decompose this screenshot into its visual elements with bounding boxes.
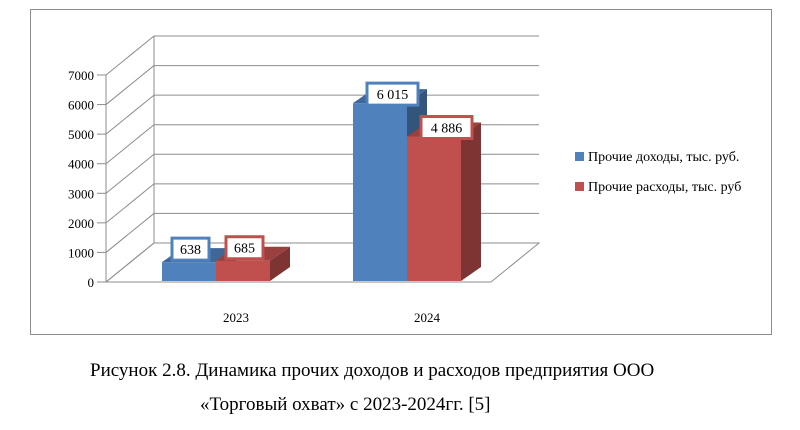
bar-side	[270, 246, 290, 281]
figure-caption-line-1: Рисунок 2.8. Динамика прочих доходов и р…	[90, 360, 655, 381]
side-wall-gridline	[105, 35, 155, 76]
side-wall-gridline	[105, 153, 155, 194]
bar-chart: 0 1000 2000 3000 4000 5000 6000 7000 2023 638 685 2…	[68, 35, 741, 325]
bar	[162, 262, 216, 281]
legend-label: Прочие расходы, тыс. руб	[588, 180, 741, 195]
chart-frame: 0 1000 2000 3000 4000 5000 6000 7000 2023 638 685 2…	[30, 9, 772, 335]
data-label: 638	[180, 243, 201, 258]
data-label-box	[170, 236, 211, 262]
figure-caption-line-2: «Торговый охват» с 2023-2024гг. [5]	[200, 394, 491, 415]
data-label-box	[224, 235, 265, 261]
data-label: 6 015	[377, 88, 409, 103]
side-wall-gridline	[105, 183, 155, 224]
legend-label: Прочие доходы, тыс. руб.	[588, 150, 739, 165]
y-tick-label: 5000	[68, 127, 94, 142]
y-tick-label: 0	[88, 275, 95, 290]
y-tick-label: 1000	[68, 245, 94, 260]
legend-swatch	[575, 182, 584, 191]
bar-side	[461, 122, 481, 281]
data-label: 685	[234, 242, 255, 257]
y-tick-label: 4000	[68, 157, 94, 172]
y-tick-label: 2000	[68, 216, 94, 231]
y-tick-label: 3000	[68, 186, 94, 201]
data-label-box	[419, 115, 474, 141]
side-wall-gridline	[105, 213, 155, 253]
side-wall-gridline	[105, 124, 155, 165]
x-tick-label: 2023	[223, 310, 249, 325]
legend-swatch	[575, 152, 584, 161]
bar	[353, 103, 407, 281]
side-wall-gridline	[105, 94, 155, 135]
data-label: 4 886	[431, 122, 463, 137]
bar	[216, 260, 270, 281]
x-tick-label: 2024	[414, 310, 441, 325]
bar	[407, 136, 461, 281]
chart-floor	[104, 242, 541, 283]
y-tick-label: 7000	[68, 68, 94, 83]
y-tick-label: 6000	[68, 98, 94, 113]
data-label-box	[365, 81, 420, 107]
side-wall-gridline	[105, 65, 155, 105]
